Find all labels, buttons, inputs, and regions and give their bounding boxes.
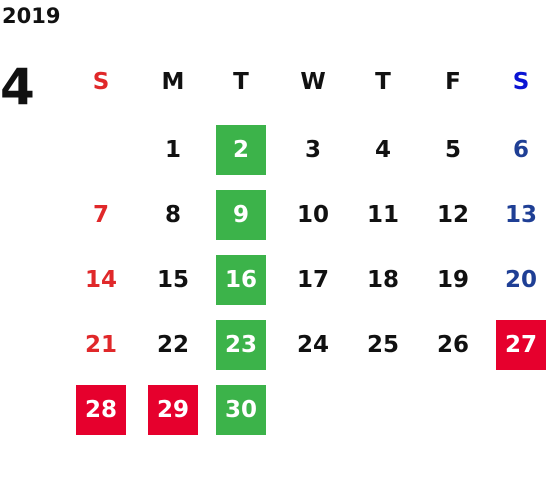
weekday-header: F — [445, 69, 461, 95]
day-cell: 19 — [436, 267, 469, 293]
day-cell: 28 — [76, 385, 126, 435]
day-cell: 15 — [156, 267, 189, 293]
weekday-header: S — [512, 69, 530, 95]
day-cell: 16 — [216, 255, 266, 305]
day-cell: 14 — [84, 267, 117, 293]
day-cell: 13 — [504, 202, 537, 228]
day-cell: 27 — [496, 320, 546, 370]
year: 2019 — [2, 4, 61, 28]
day-cell: 18 — [366, 267, 399, 293]
day-cell: 3 — [304, 137, 321, 163]
day-cell: 8 — [164, 202, 181, 228]
day-cell: 4 — [374, 137, 391, 163]
day-cell: 21 — [84, 332, 117, 358]
day-cell: 30 — [216, 385, 266, 435]
weekday-header: S — [92, 69, 110, 95]
weekday-header: T — [375, 69, 391, 95]
weekday-header: T — [233, 69, 249, 95]
day-cell: 10 — [296, 202, 329, 228]
day-cell: 20 — [504, 267, 537, 293]
day-cell: 2 — [216, 125, 266, 175]
day-cell: 29 — [148, 385, 198, 435]
day-cell: 23 — [216, 320, 266, 370]
day-cell: 11 — [366, 202, 399, 228]
day-cell: 22 — [156, 332, 189, 358]
day-cell: 1 — [164, 137, 181, 163]
day-cell: 17 — [296, 267, 329, 293]
day-cell: 7 — [92, 202, 109, 228]
day-cell: 6 — [512, 137, 529, 163]
day-cell: 5 — [444, 137, 461, 163]
weekday-header: M — [161, 69, 185, 95]
day-cell: 24 — [296, 332, 329, 358]
day-cell: 12 — [436, 202, 469, 228]
day-cell: 25 — [366, 332, 399, 358]
day-cell: 26 — [436, 332, 469, 358]
month: 4 — [0, 58, 35, 116]
weekday-header: W — [300, 69, 326, 95]
day-cell: 9 — [216, 190, 266, 240]
